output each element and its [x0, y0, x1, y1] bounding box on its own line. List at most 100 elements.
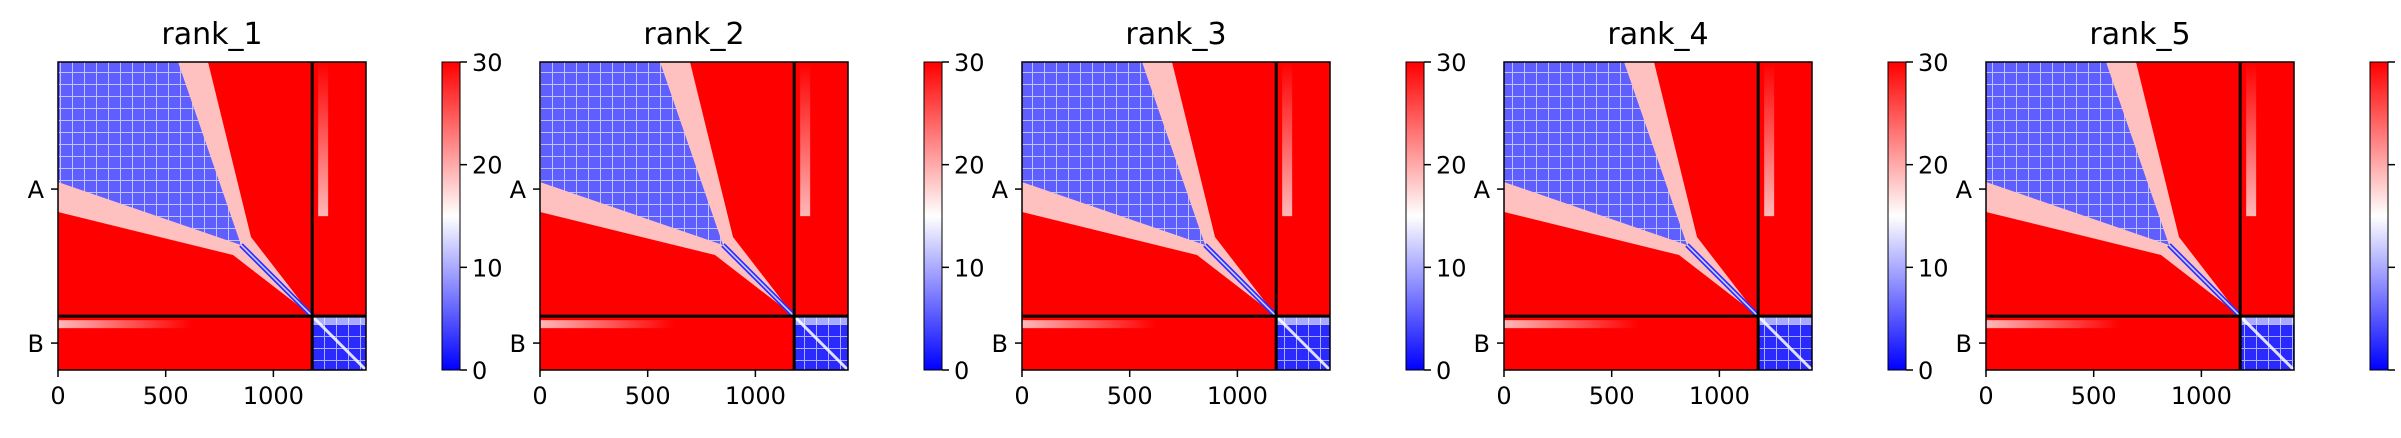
- y-tick-label: A: [1956, 176, 1973, 204]
- interchain-stripe-bottom: [1504, 320, 1639, 329]
- colorbar: [924, 62, 942, 370]
- colorbar-tick-label: 20: [954, 152, 985, 180]
- colorbar-frame: [1887, 61, 1907, 371]
- chain-b-edge: [1276, 316, 1330, 325]
- chain-b-diagonal: [311, 315, 368, 372]
- colorbar: [2370, 62, 2388, 370]
- y-tick-label: A: [28, 176, 45, 204]
- colorbar-tick-label: 10: [472, 254, 503, 282]
- chain-a-contact-shading: [1504, 62, 1687, 245]
- y-tick-label: A: [1474, 176, 1491, 204]
- x-tick-label: 0: [532, 382, 547, 410]
- colorbar-tick-label: 20: [472, 152, 503, 180]
- chain-b-diagonal: [2239, 315, 2296, 372]
- colorbar-tick-label: 0: [1918, 357, 1933, 385]
- heatmap-frame: [57, 61, 367, 371]
- x-tick-label: 0: [1496, 382, 1511, 410]
- colorbar-frame: [1405, 61, 1425, 371]
- colorbar-tick-label: 0: [1436, 357, 1451, 385]
- chain-a-contact-block: [1986, 62, 2169, 245]
- x-tick-label: 1000: [2171, 382, 2232, 410]
- diagonal-highlight: [1686, 244, 1759, 317]
- heatmap-frame: [1021, 61, 1331, 371]
- x-tick-label: 1000: [725, 382, 786, 410]
- interchain-stripe-right: [1282, 62, 1293, 217]
- diagonal-highlight: [240, 244, 313, 317]
- x-tick-label: 0: [1978, 382, 1993, 410]
- colorbar: [1406, 62, 1424, 370]
- colorbar-frame: [441, 61, 461, 371]
- colorbar: [1888, 62, 1906, 370]
- chain-b-edge: [1758, 316, 1812, 325]
- panel-5: rank_505001000AB0102030: [1956, 17, 2401, 410]
- colorbar-tick-label: 30: [1436, 49, 1467, 77]
- chain-b-edge: [794, 316, 848, 325]
- colorbar: [442, 62, 460, 370]
- chain-a-contact-shading: [58, 62, 241, 245]
- heatmap-frame: [1503, 61, 1813, 371]
- chain-b-diagonal: [1275, 315, 1332, 372]
- chain-b-diagonal: [793, 315, 850, 372]
- diagonal-highlight: [1204, 244, 1277, 317]
- panel-title: rank_3: [1125, 17, 1226, 52]
- x-tick-label: 0: [1014, 382, 1029, 410]
- colorbar-tick-label: 30: [954, 49, 985, 77]
- panel-title: rank_2: [643, 17, 744, 52]
- x-tick-label: 500: [1589, 382, 1635, 410]
- x-tick-label: 500: [143, 382, 189, 410]
- y-tick-label: B: [28, 330, 44, 358]
- colorbar-tick-label: 20: [1436, 152, 1467, 180]
- interchain-stripe-right: [2246, 62, 2257, 217]
- interchain-stripe-right: [318, 62, 329, 217]
- colorbar-frame: [2369, 61, 2389, 371]
- colorbar-tick-label: 10: [1436, 254, 1467, 282]
- colorbar-tick-label: 10: [954, 254, 985, 282]
- interchain-stripe-right: [1764, 62, 1775, 217]
- panel-title: rank_5: [2089, 17, 2190, 52]
- chain-a-contact-block: [1504, 62, 1687, 245]
- x-tick-label: 500: [1107, 382, 1153, 410]
- x-tick-label: 1000: [1689, 382, 1750, 410]
- chain-a-contact-shading: [1986, 62, 2169, 245]
- interchain-stripe-bottom: [540, 320, 675, 329]
- interchain-stripe-bottom: [1986, 320, 2121, 329]
- interchain-stripe-bottom: [58, 320, 193, 329]
- y-tick-label: B: [510, 330, 526, 358]
- x-tick-label: 1000: [1207, 382, 1268, 410]
- chain-a-contact-block: [540, 62, 723, 245]
- diagonal-highlight: [2168, 244, 2241, 317]
- x-tick-label: 500: [2071, 382, 2117, 410]
- colorbar-tick-label: 0: [472, 357, 487, 385]
- colorbar-frame: [923, 61, 943, 371]
- colorbar-tick-label: 0: [954, 357, 969, 385]
- chain-a-contact-shading: [1022, 62, 1205, 245]
- chain-a-contact-block: [58, 62, 241, 245]
- heatmap-frame: [539, 61, 849, 371]
- panel-title: rank_4: [1607, 17, 1708, 52]
- y-tick-label: B: [1956, 330, 1972, 358]
- chain-b-edge: [2240, 316, 2294, 325]
- chain-b-edge: [312, 316, 366, 325]
- panel-title: rank_1: [161, 17, 262, 52]
- colorbar-tick-label: 20: [1918, 152, 1949, 180]
- x-tick-label: 0: [50, 382, 65, 410]
- interchain-stripe-right: [800, 62, 811, 217]
- y-tick-label: A: [992, 176, 1009, 204]
- x-tick-label: 500: [625, 382, 671, 410]
- y-tick-label: A: [510, 176, 527, 204]
- chain-a-contact-shading: [540, 62, 723, 245]
- colorbar-tick-label: 30: [1918, 49, 1949, 77]
- colorbar-tick-label: 10: [1918, 254, 1949, 282]
- diagonal-highlight: [722, 244, 795, 317]
- chain-a-contact-block: [1022, 62, 1205, 245]
- heatmap-frame: [1985, 61, 2295, 371]
- colorbar-tick-label: 30: [472, 49, 503, 77]
- y-tick-label: B: [1474, 330, 1490, 358]
- chain-b-diagonal: [1757, 315, 1814, 372]
- interchain-stripe-bottom: [1022, 320, 1157, 329]
